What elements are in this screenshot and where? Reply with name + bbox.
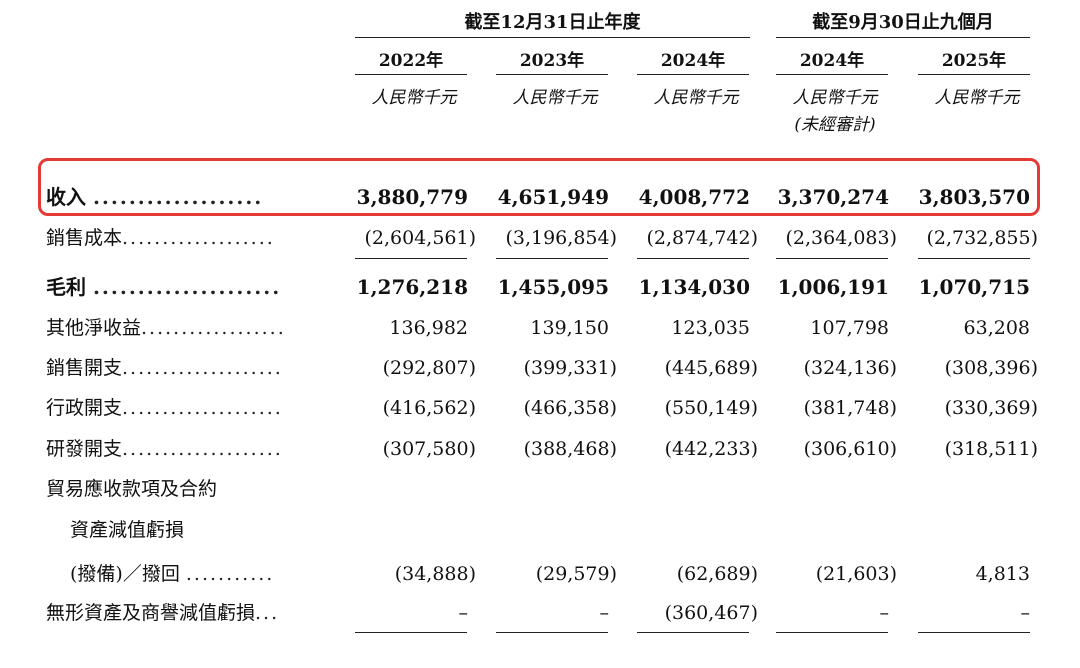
cell-value: 3,803,570 [918,185,1030,209]
cell-value: (292,807) [382,357,476,379]
unit-label-2: 人民幣千元 [512,88,598,108]
bottom-line-2 [496,632,608,633]
group-line-nine-months [776,37,1030,38]
cell-value: 4,813 [975,563,1030,585]
row-label: 無形資產及商譽減值虧損... [46,602,280,624]
year-line-4 [776,74,888,75]
cell-value: 1,134,030 [638,275,750,299]
row-label: 貿易應收款項及合約 [46,478,218,500]
unaudited-note: (未經審計) [794,115,876,135]
cell-value: (399,331) [523,357,617,379]
table-row-intangible-impairment: 無形資產及商譽減值虧損... – – (360,467) – – [0,596,1080,630]
table-row-impairment-provision: (撥備)／撥回 ........... (34,888) (29,579) (6… [0,557,1080,591]
cell-value: 139,150 [530,317,609,339]
cell-value: (2,604,561) [364,227,476,249]
table-row-rd-expenses: 研發開支.................... (307,580) (388,… [0,432,1080,466]
table-row-other-net-income: 其他淨收益.................. 136,982 139,150 … [0,311,1080,345]
row-label: 資產減值虧損 [70,519,185,541]
year-header-3: 2024年 [660,51,726,71]
row-label: 研發開支.................... [46,438,283,460]
year-line-1 [355,74,467,75]
year-header-1: 2022年 [378,51,444,71]
gross-profit-line-1 [355,258,467,259]
cell-value: (307,580) [382,438,476,460]
cell-value: 1,276,218 [356,275,468,299]
bottom-line-4 [776,632,888,633]
cell-value: 1,455,095 [497,275,609,299]
cell-value: 123,035 [671,317,750,339]
cell-value: – [1020,602,1031,624]
cell-value: (2,364,083) [785,227,897,249]
year-line-3 [637,74,749,75]
cell-value: 3,370,274 [777,185,889,209]
row-label: 收入 ................... [46,185,264,209]
gross-profit-line-5 [918,258,1030,259]
cell-value: (466,358) [523,397,617,419]
row-label: 銷售開支.................... [46,357,283,379]
cell-value: (21,603) [815,563,897,585]
cell-value: 1,070,715 [918,275,1030,299]
cell-value: (29,579) [535,563,617,585]
cell-value: (2,874,742) [646,227,758,249]
unit-label-5: 人民幣千元 [934,88,1020,108]
bottom-line-5 [918,632,1030,633]
cell-value: 136,982 [389,317,468,339]
year-line-2 [496,74,608,75]
cell-value: 63,208 [963,317,1030,339]
table-row-impairment-label-1: 貿易應收款項及合約 [0,472,1080,506]
table-row-selling-expenses: 銷售開支.................... (292,807) (399,… [0,351,1080,385]
cell-value: (445,689) [664,357,758,379]
cell-value: 4,651,949 [497,185,609,209]
cell-value: (360,467) [664,602,758,624]
group-title-nine-months: 截至9月30日止九個月 [812,12,994,33]
year-header-5: 2025年 [941,51,1007,71]
cell-value: 1,006,191 [777,275,889,299]
row-label: 銷售成本................... [46,227,275,249]
bottom-line-1 [355,632,467,633]
cell-value: 107,798 [810,317,889,339]
gross-profit-line-4 [776,258,888,259]
row-label: 毛利 ..................... [46,275,282,299]
table-row-revenue: 收入 ................... 3,880,779 4,651,9… [0,180,1080,214]
revenue-highlight-box [38,158,1040,216]
cell-value: (550,149) [664,397,758,419]
table-row-cost-of-sales: 銷售成本................... (2,604,561) (3,1… [0,221,1080,255]
row-label: 其他淨收益.................. [46,317,286,339]
group-line-annual [355,37,750,38]
cell-value: – [879,602,890,624]
cell-value: (318,511) [944,438,1038,460]
row-label: 行政開支.................... [46,397,283,419]
cell-value: (381,748) [803,397,897,419]
bottom-line-3 [637,632,749,633]
cell-value: (388,468) [523,438,617,460]
cell-value: (330,369) [944,397,1038,419]
cell-value: (416,562) [382,397,476,419]
cell-value: – [599,602,610,624]
table-row-gross-profit: 毛利 ..................... 1,276,218 1,455… [0,270,1080,304]
cell-value: (34,888) [394,563,476,585]
year-line-5 [918,74,1030,75]
table-row-impairment-label-2: 資產減值虧損 [0,513,1080,547]
gross-profit-line-3 [637,258,749,259]
year-header-4: 2024年 [799,51,865,71]
year-header-2: 2023年 [519,51,585,71]
group-title-annual: 截至12月31日止年度 [464,12,641,33]
cell-value: (324,136) [803,357,897,379]
cell-value: – [458,602,469,624]
table-row-admin-expenses: 行政開支.................... (416,562) (466,… [0,391,1080,425]
row-label: (撥備)／撥回 ........... [70,563,275,585]
unit-label-4: 人民幣千元 [792,88,878,108]
cell-value: (308,396) [944,357,1038,379]
cell-value: (3,196,854) [505,227,617,249]
cell-value: (2,732,855) [926,227,1038,249]
cell-value: (306,610) [803,438,897,460]
cell-value: 3,880,779 [356,185,468,209]
cell-value: (62,689) [676,563,758,585]
cell-value: 4,008,772 [638,185,750,209]
cell-value: (442,233) [664,438,758,460]
unit-label-3: 人民幣千元 [653,88,739,108]
gross-profit-line-2 [496,258,608,259]
unit-label-1: 人民幣千元 [371,88,457,108]
